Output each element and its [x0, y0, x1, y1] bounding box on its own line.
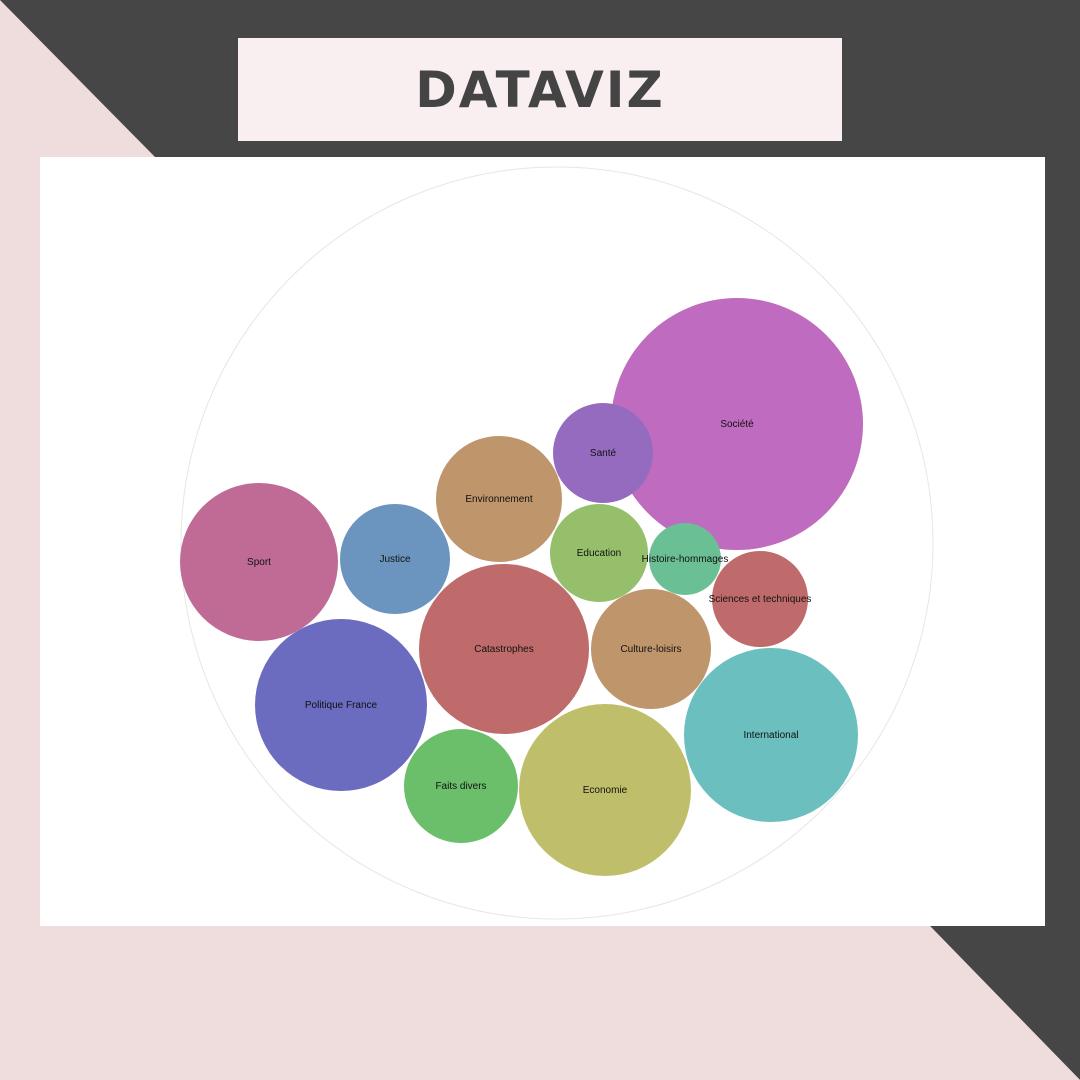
- bubble-catastrophes: [419, 564, 589, 734]
- bubble-label-justice: Justice: [379, 554, 411, 565]
- bubble-label-environnement: Environnement: [465, 494, 532, 505]
- bubble-sport: [180, 483, 338, 641]
- bubble-label-faits-divers: Faits divers: [435, 781, 486, 792]
- bubble-label-sante: Santé: [590, 448, 617, 459]
- bubble-international: [684, 648, 858, 822]
- page-title: DATAVIZ: [415, 60, 665, 119]
- bubble-sante: [553, 403, 653, 503]
- bubble-label-economie: Economie: [583, 785, 628, 796]
- bubble-label-societe: Société: [720, 419, 754, 430]
- bubbles-layer: Société International Economie Catastrophes…: [180, 298, 863, 876]
- bubble-chart: Société International Economie Catastrophes…: [180, 166, 934, 920]
- bubble-label-histoire-hommages: Histoire-hommages: [642, 554, 729, 565]
- bubble-label-politique-france: Politique France: [305, 700, 378, 711]
- bubble-sciences-et-techniques: [712, 551, 808, 647]
- bubble-label-sport: Sport: [247, 557, 271, 568]
- bubble-justice: [340, 504, 450, 614]
- bubble-environnement: [436, 436, 562, 562]
- bubble-education: [550, 504, 648, 602]
- bubble-culture-loisirs: [591, 589, 711, 709]
- bubble-societe: [611, 298, 863, 550]
- chart-panel: Société International Economie Catastrophes…: [40, 157, 1045, 926]
- bubble-faits-divers: [404, 729, 518, 843]
- bubble-label-catastrophes: Catastrophes: [474, 644, 533, 655]
- outer-pack-circle: [180, 166, 934, 920]
- background-pink-bottom: [0, 926, 1080, 1080]
- bubble-label-culture-loisirs: Culture-loisirs: [620, 644, 681, 655]
- bubble-histoire-hommages: [649, 523, 721, 595]
- bubble-label-education: Education: [577, 548, 621, 559]
- bubble-label-sciences-et-techniques: Sciences et techniques: [709, 594, 812, 605]
- bubble-economie: [519, 704, 691, 876]
- bubble-label-international: International: [743, 730, 798, 741]
- bubble-politique-france: [255, 619, 427, 791]
- title-banner: DATAVIZ: [238, 38, 842, 141]
